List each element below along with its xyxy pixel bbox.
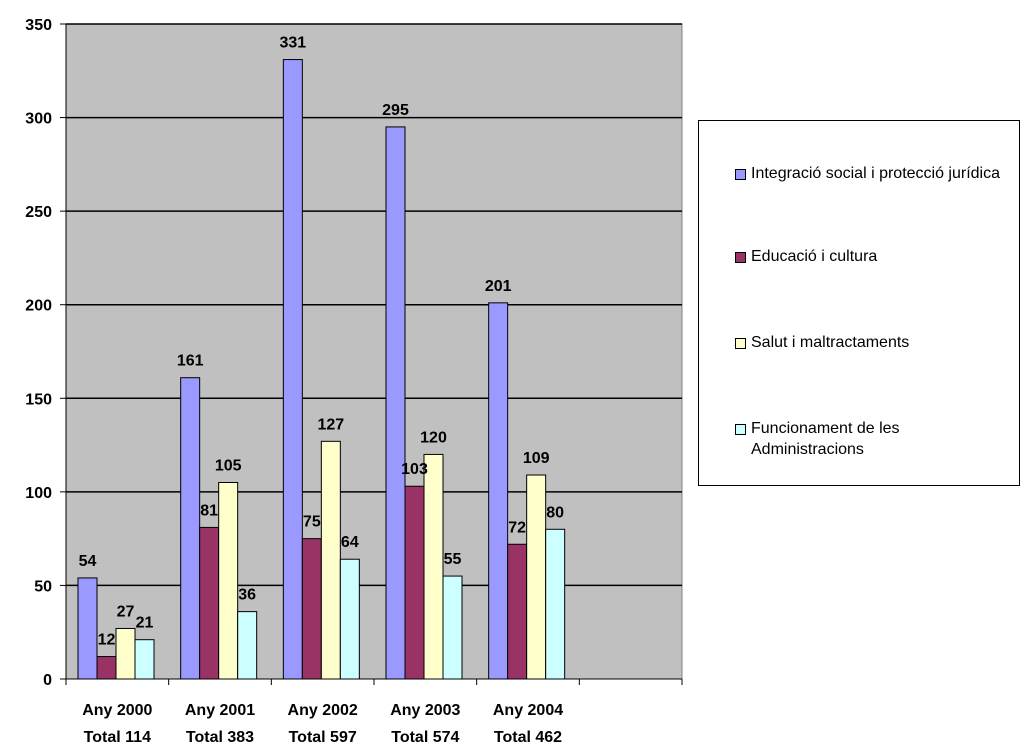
data-label: 109 [523, 450, 550, 467]
bar [442, 575, 463, 680]
data-label: 201 [485, 278, 512, 295]
y-tick-label: 250 [25, 204, 52, 221]
data-label: 55 [444, 551, 462, 568]
x-tick-label: Any 2003 [390, 702, 460, 719]
legend-label: Salut i maltractaments [751, 334, 910, 351]
data-label: 331 [279, 35, 306, 52]
x-tick-label: Total 462 [494, 729, 562, 746]
data-label: 36 [238, 587, 256, 604]
data-label: 72 [508, 519, 526, 536]
legend-item-educacio: Educació i cultura [735, 246, 1001, 267]
x-tick-label: Any 2002 [288, 702, 358, 719]
bar [180, 377, 201, 680]
y-tick-label: 300 [25, 111, 52, 128]
bar [320, 440, 341, 680]
bar [385, 126, 406, 680]
bar [545, 528, 566, 680]
legend-label: Integració social i protecció jurídica [751, 165, 1001, 182]
y-tick-label: 50 [34, 578, 52, 595]
bar [77, 577, 98, 680]
bar [339, 558, 360, 680]
bar [423, 453, 444, 680]
legend-item-funcionament: Funcionament de les Administracions [735, 418, 1001, 460]
legend-swatch [735, 424, 746, 435]
legend-swatch [735, 338, 746, 349]
data-label: 80 [546, 504, 564, 521]
data-label: 103 [401, 461, 428, 478]
y-tick-label: 100 [25, 485, 52, 502]
y-tick-label: 0 [43, 672, 52, 689]
data-label: 295 [382, 102, 409, 119]
bar [526, 474, 547, 680]
x-tick-label: Any 2000 [82, 702, 152, 719]
bar [199, 526, 220, 680]
x-tick-label: Total 114 [84, 729, 151, 746]
x-tick-label: Total 574 [391, 729, 459, 746]
data-label: 64 [341, 534, 359, 551]
bar [404, 485, 425, 680]
bar [96, 656, 117, 680]
legend-item-salut: Salut i maltractaments [735, 332, 1001, 353]
data-label: 12 [98, 632, 116, 649]
legend-label: Funcionament de les Administracions [751, 420, 900, 458]
bar [507, 543, 528, 680]
bar [301, 538, 322, 680]
legend-item-integracio: Integració social i protecció jurídica [735, 163, 1001, 184]
data-label: 120 [420, 429, 447, 446]
legend-label: Educació i cultura [751, 248, 878, 265]
x-tick-label: Total 383 [186, 729, 254, 746]
bar [282, 59, 303, 680]
bar [237, 611, 258, 680]
y-tick-label: 200 [25, 298, 52, 315]
data-label: 161 [177, 353, 204, 370]
legend: Integració social i protecció jurídica E… [698, 120, 1020, 486]
legend-swatch [735, 252, 746, 263]
x-tick-label: Any 2004 [493, 702, 563, 719]
plot-area [65, 23, 683, 680]
y-tick-label: 150 [25, 391, 52, 408]
data-label: 54 [79, 553, 97, 570]
data-label: 105 [215, 458, 242, 475]
data-label: 27 [117, 603, 135, 620]
x-tick-label: Any 2001 [185, 702, 255, 719]
legend-swatch [735, 169, 746, 180]
data-label: 127 [317, 416, 344, 433]
bar [134, 639, 155, 680]
data-label: 21 [136, 615, 154, 632]
bar [488, 302, 509, 680]
x-tick-label: Total 597 [289, 729, 357, 746]
y-tick-label: 350 [25, 17, 52, 34]
bar [218, 482, 239, 680]
data-label: 75 [303, 514, 321, 531]
bar [115, 627, 136, 680]
data-label: 81 [200, 502, 218, 519]
